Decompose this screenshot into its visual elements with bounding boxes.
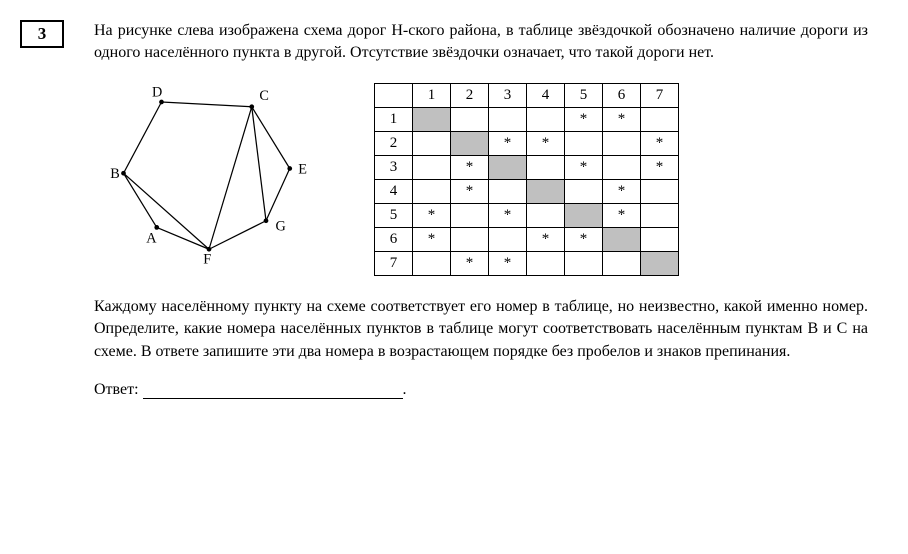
graph-node: [249, 104, 254, 109]
table-cell: *: [565, 155, 603, 179]
table-cell: [489, 107, 527, 131]
table-cell: *: [603, 179, 641, 203]
table-cell: *: [641, 131, 679, 155]
table-cell: [565, 179, 603, 203]
graph-node: [121, 171, 126, 176]
table-cell: [413, 107, 451, 131]
table-cell: *: [413, 203, 451, 227]
table-col-header: 7: [641, 83, 679, 107]
table-cell: [413, 251, 451, 275]
graph-node-label: B: [110, 166, 120, 182]
table-cell: *: [641, 155, 679, 179]
graph-edge: [252, 107, 290, 169]
table-cell: [641, 179, 679, 203]
table-cell: [451, 203, 489, 227]
table-cell: [641, 203, 679, 227]
table-cell: [603, 251, 641, 275]
table-cell: [489, 227, 527, 251]
table-cell: [527, 107, 565, 131]
table-row-header: 1: [375, 107, 413, 131]
graph-node-label: F: [203, 251, 211, 267]
graph-node-label: C: [259, 88, 269, 104]
graph-edge: [209, 221, 266, 250]
problem-content: На рисунке слева изображена схема дорог …: [94, 20, 868, 399]
table-cell: *: [603, 107, 641, 131]
problem-text-2: Каждому населённому пункту на схеме соот…: [94, 296, 868, 363]
graph-edge: [124, 173, 157, 227]
table-corner-cell: [375, 83, 413, 107]
table-row-header: 7: [375, 251, 413, 275]
graph-edge: [252, 107, 266, 221]
table-cell: *: [527, 227, 565, 251]
table-row-header: 2: [375, 131, 413, 155]
table-cell: [565, 251, 603, 275]
answer-period: .: [403, 381, 407, 398]
table-row-header: 6: [375, 227, 413, 251]
table-cell: [527, 251, 565, 275]
table-cell: [565, 131, 603, 155]
graph-node: [154, 225, 159, 230]
road-graph: D C B E A G F: [94, 83, 324, 273]
answer-blank[interactable]: [143, 383, 403, 399]
table-cell: [603, 155, 641, 179]
table-col-header: 5: [565, 83, 603, 107]
graph-edge: [162, 102, 252, 107]
table-col-header: 6: [603, 83, 641, 107]
table-cell: [413, 179, 451, 203]
table-cell: [489, 155, 527, 179]
table-row-header: 4: [375, 179, 413, 203]
table-cell: *: [413, 227, 451, 251]
graph-node-label: E: [298, 161, 307, 177]
table-cell: [527, 203, 565, 227]
table-cell: [451, 107, 489, 131]
problem-number-box: 3: [20, 20, 64, 48]
graph-edge: [124, 173, 210, 249]
table-cell: *: [565, 107, 603, 131]
table-cell: *: [603, 203, 641, 227]
table-cell: [603, 227, 641, 251]
graph-node-label: A: [146, 230, 157, 246]
table-cell: *: [489, 251, 527, 275]
table-cell: *: [451, 251, 489, 275]
table-cell: [413, 131, 451, 155]
graph-edge: [209, 107, 252, 250]
graph-edge: [157, 227, 209, 249]
table-cell: [603, 131, 641, 155]
table-col-header: 4: [527, 83, 565, 107]
table-cell: *: [527, 131, 565, 155]
answer-label: Ответ:: [94, 381, 139, 398]
graph-node: [159, 99, 164, 104]
table-cell: [413, 155, 451, 179]
table-cell: [451, 227, 489, 251]
table-cell: [641, 107, 679, 131]
graph-edge: [124, 102, 162, 173]
table-cell: *: [489, 203, 527, 227]
problem-text-1: На рисунке слева изображена схема дорог …: [94, 20, 868, 65]
table-cell: [451, 131, 489, 155]
table-cell: *: [451, 179, 489, 203]
adjacency-table: 12345671**2***3***4**5***6***7**: [374, 83, 679, 276]
graph-edge: [266, 168, 290, 220]
table-col-header: 1: [413, 83, 451, 107]
table-row-header: 3: [375, 155, 413, 179]
table-col-header: 3: [489, 83, 527, 107]
table-cell: [527, 179, 565, 203]
table-cell: [641, 251, 679, 275]
answer-row: Ответ: .: [94, 381, 868, 399]
figure-and-table-row: DCBEAGF 12345671**2***3***4**5***6***7**: [94, 83, 868, 276]
graph-node-label: G: [276, 218, 286, 234]
graph-node: [264, 218, 269, 223]
table-row-header: 5: [375, 203, 413, 227]
graph-node: [287, 166, 292, 171]
table-col-header: 2: [451, 83, 489, 107]
table-cell: [641, 227, 679, 251]
table-cell: *: [565, 227, 603, 251]
table-cell: [527, 155, 565, 179]
table-cell: [489, 179, 527, 203]
graph-node-label: D: [152, 84, 162, 100]
table-cell: *: [451, 155, 489, 179]
table-cell: *: [489, 131, 527, 155]
table-cell: [565, 203, 603, 227]
